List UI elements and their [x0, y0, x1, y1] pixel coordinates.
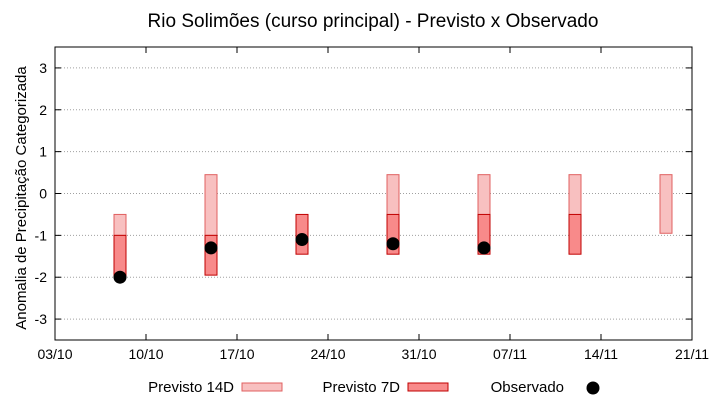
y-tick-label: 1: [39, 144, 47, 160]
x-tick-label: 31/10: [401, 346, 436, 362]
legend-observado-label: Observado: [491, 379, 564, 396]
observed-point: [113, 270, 127, 284]
observed-points: [113, 233, 491, 284]
legend-previsto-7d-label: Previsto 7D: [322, 379, 400, 396]
observed-point: [477, 241, 491, 255]
x-tick-label: 03/10: [37, 346, 72, 362]
x-tick-label: 17/10: [219, 346, 254, 362]
forecast-14d-bar: [204, 174, 218, 236]
x-tick-label: 07/11: [493, 346, 527, 362]
legend-observado-marker: [586, 381, 600, 395]
forecast-14d-bar: [113, 213, 127, 236]
x-tick-label: 21/11: [675, 346, 709, 362]
y-tick-label: -2: [35, 269, 48, 285]
chart-title: Rio Solimões (curso principal) - Previst…: [148, 11, 599, 32]
forecast-14d-bar: [659, 174, 673, 234]
grid-lines: [55, 67, 692, 320]
y-tick-label: 3: [39, 60, 47, 76]
x-tick-label: 14/11: [584, 346, 618, 362]
plot-frame: [54, 46, 693, 341]
observed-point: [204, 241, 218, 255]
y-tick-label: 0: [39, 186, 47, 202]
y-tick-label: -1: [35, 227, 48, 243]
y-axis-label: Anomalia de Precipitação Categorizada: [13, 66, 30, 330]
y-tick-label: -3: [35, 311, 48, 327]
legend-previsto-14d-label: Previsto 14D: [148, 379, 234, 396]
legend-previsto-7d-swatch: [407, 382, 449, 392]
range-bars: [113, 174, 673, 278]
x-axis-ticks: 03/10 10/10 17/10 24/10 31/10 07/11 14/11 21/11: [37, 47, 709, 362]
forecast-7d-bar: [204, 234, 218, 276]
observed-point: [295, 233, 309, 247]
legend-previsto-14d-swatch: [241, 382, 283, 392]
y-axis-ticks: -3 -2 -1 0 1 2 3: [35, 60, 692, 327]
observed-point: [386, 237, 400, 251]
y-tick-label: 2: [39, 102, 47, 118]
forecast-7d-bar: [568, 213, 582, 255]
legend: Previsto 14D Previsto 7D Observado: [148, 379, 600, 396]
x-tick-label: 10/10: [128, 346, 163, 362]
x-tick-label: 24/10: [310, 346, 345, 362]
